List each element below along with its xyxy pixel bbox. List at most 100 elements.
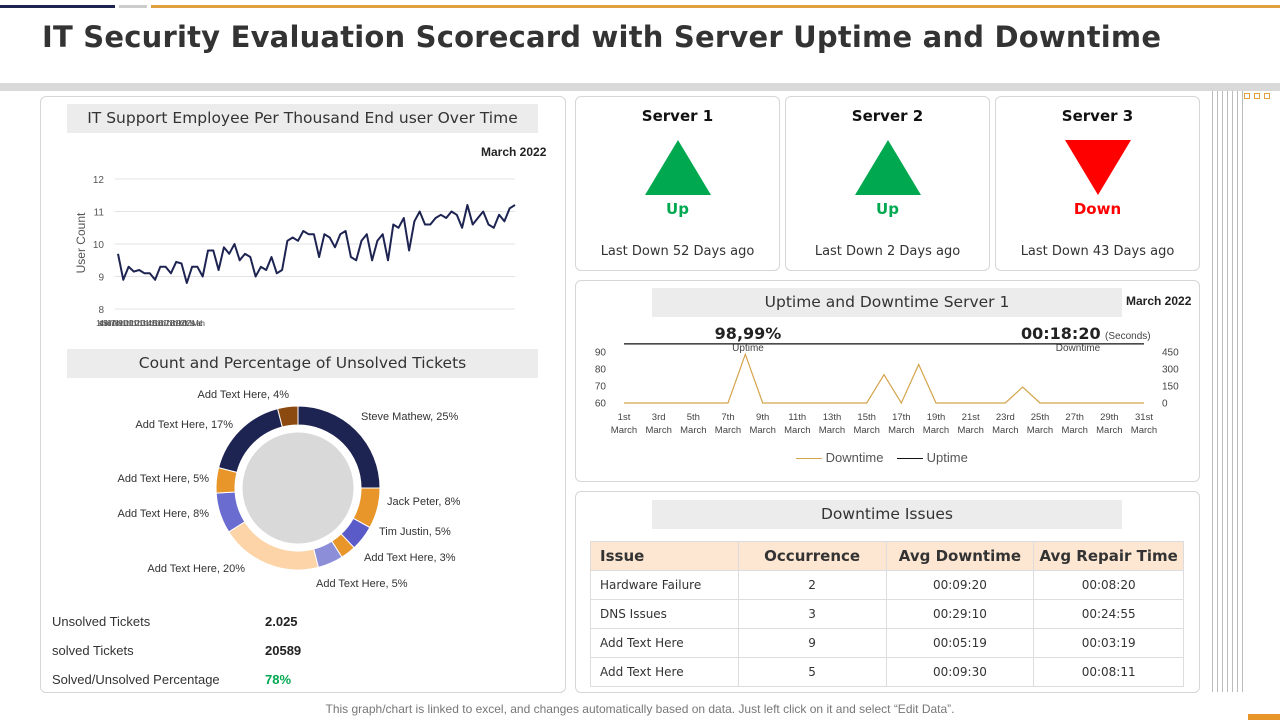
cell-avg-downtime: 00:29:10 (885, 599, 1035, 629)
right-tick-label: 150 (1162, 382, 1179, 393)
uptime-value: 98,99% (714, 324, 782, 343)
page-title: IT Security Evaluation Scorecard with Se… (42, 20, 1162, 54)
decor-line (1242, 91, 1243, 692)
x-tick-month: March (715, 425, 741, 436)
top-accent-gray (119, 5, 147, 8)
server-2-last-down: Last Down 2 Days ago (814, 244, 961, 259)
x-tick-month: March (1061, 425, 1087, 436)
cell-avg-downtime: 00:09:20 (885, 570, 1035, 600)
cell-issue: DNS Issues (590, 599, 739, 629)
downtime-issues-table: Issue Occurrence Avg Downtime Avg Repair… (590, 541, 1184, 687)
donut-slice-label: Add Text Here, 5% (316, 578, 408, 590)
donut-slice-label: Add Text Here, 17% (135, 419, 233, 431)
cell-occurrence: 9 (737, 628, 887, 658)
x-tick-day: 11th (788, 412, 806, 423)
decor-line (1227, 91, 1228, 692)
legend-downtime-swatch (796, 457, 822, 460)
donut-slice-label: Add Text Here, 8% (117, 508, 209, 520)
uptime-heading: Uptime and Downtime Server 1 (652, 288, 1122, 317)
x-tick-day: 31st (1135, 412, 1153, 423)
footer-note: This graph/chart is linked to excel, and… (325, 702, 955, 716)
x-tick-month: March (992, 425, 1018, 436)
server-2-name: Server 2 (851, 107, 924, 125)
x-tick-month: March (1131, 425, 1157, 436)
cell-issue: Add Text Here (590, 628, 739, 658)
y-tick-label: 9 (98, 273, 104, 284)
table-row: Hardware Failure 2 00:09:20 00:08:20 (590, 570, 1184, 600)
x-tick-month: March (645, 425, 671, 436)
corner-squares-decoration (1244, 93, 1274, 101)
x-tick-day: 25th (1031, 412, 1050, 423)
stat-solved-value: 20589 (265, 643, 302, 658)
y-tick-label: 12 (93, 175, 105, 186)
x-tick-day: 19th (927, 412, 946, 423)
donut-slice-label: Steve Mathew, 25% (361, 411, 459, 423)
server-1-name: Server 1 (641, 107, 714, 125)
x-tick-month: March (784, 425, 810, 436)
left-tick-label: 80 (595, 365, 607, 376)
donut-slice-label: Tim Justin, 5% (379, 526, 451, 538)
cell-avg-repair: 00:24:55 (1033, 599, 1184, 629)
server-3-name: Server 3 (1061, 107, 1134, 125)
decor-line (1237, 91, 1238, 692)
cell-avg-downtime: 00:09:30 (885, 657, 1035, 687)
downtime-value: 00:18:20 (1021, 324, 1101, 343)
x-tick-day: 1st (618, 412, 631, 423)
support-x-axis-label: 1st 4th 5th 6th 7th 8th 9th 10th 11th 12… (96, 318, 205, 328)
cell-avg-downtime: 00:05:19 (885, 628, 1035, 658)
x-tick-month: March (923, 425, 949, 436)
header-band (0, 83, 1280, 91)
col-avg-downtime: Avg Downtime (885, 541, 1035, 571)
x-tick-day: 3rd (652, 412, 666, 423)
server-3-status: Down (1073, 200, 1122, 218)
donut-slice-label: Add Text Here, 3% (364, 552, 456, 564)
server-1-last-down: Last Down 52 Days ago (600, 244, 755, 259)
x-tick-day: 17th (892, 412, 911, 423)
x-tick-month: March (819, 425, 845, 436)
right-tick-label: 450 (1162, 348, 1179, 359)
cell-occurrence: 3 (737, 599, 887, 629)
left-panel (40, 96, 566, 693)
table-row: Add Text Here 5 00:09:30 00:08:11 (590, 657, 1184, 687)
server-3-last-down: Last Down 43 Days ago (1020, 244, 1175, 259)
donut-center (239, 429, 357, 547)
y-tick-label: 10 (93, 240, 105, 251)
x-tick-month: March (888, 425, 914, 436)
up-arrow-icon (644, 140, 711, 195)
stat-unsolved-value: 2.025 (265, 614, 298, 629)
support-chart-month: March 2022 (481, 145, 547, 159)
cell-issue: Add Text Here (590, 657, 739, 687)
x-tick-day: 9th (756, 412, 769, 423)
legend-uptime-swatch (897, 457, 924, 460)
server-2-status: Up (876, 200, 899, 218)
x-tick-month: March (1096, 425, 1122, 436)
uptime-legend: Downtime Uptime (796, 450, 968, 465)
bottom-right-accent (1248, 714, 1280, 720)
stat-solved-label: solved Tickets (52, 643, 134, 658)
donut-slice-label: Add Text Here, 20% (147, 563, 245, 575)
table-header-row: Issue Occurrence Avg Downtime Avg Repair… (590, 541, 1184, 571)
support-chart-heading: IT Support Employee Per Thousand End use… (67, 104, 538, 133)
y-tick-label: 8 (98, 305, 104, 316)
decor-line (1217, 91, 1218, 692)
tickets-heading: Count and Percentage of Unsolved Tickets (67, 349, 538, 378)
server-card-2: Server 2 Up Last Down 2 Days ago (785, 96, 990, 271)
col-issue: Issue (590, 541, 739, 571)
stat-percentage-label: Solved/Unsolved Percentage (52, 672, 220, 687)
x-tick-day: 23rd (996, 412, 1015, 423)
cell-occurrence: 2 (737, 570, 887, 600)
table-row: Add Text Here 9 00:05:19 00:03:19 (590, 628, 1184, 658)
col-occurrence: Occurrence (737, 541, 887, 571)
cell-issue: Hardware Failure (590, 570, 739, 600)
x-tick-month: March (749, 425, 775, 436)
server-1-status: Up (666, 200, 689, 218)
uptime-month: March 2022 (1126, 294, 1192, 308)
x-tick-day: 13th (823, 412, 842, 423)
top-accent-navy (0, 5, 115, 8)
x-tick-day: 21st (962, 412, 980, 423)
downtime-value-group: 00:18:20 (Seconds) (1021, 324, 1151, 344)
left-tick-label: 70 (595, 382, 607, 393)
uptime-value-label: Uptime (732, 343, 764, 354)
